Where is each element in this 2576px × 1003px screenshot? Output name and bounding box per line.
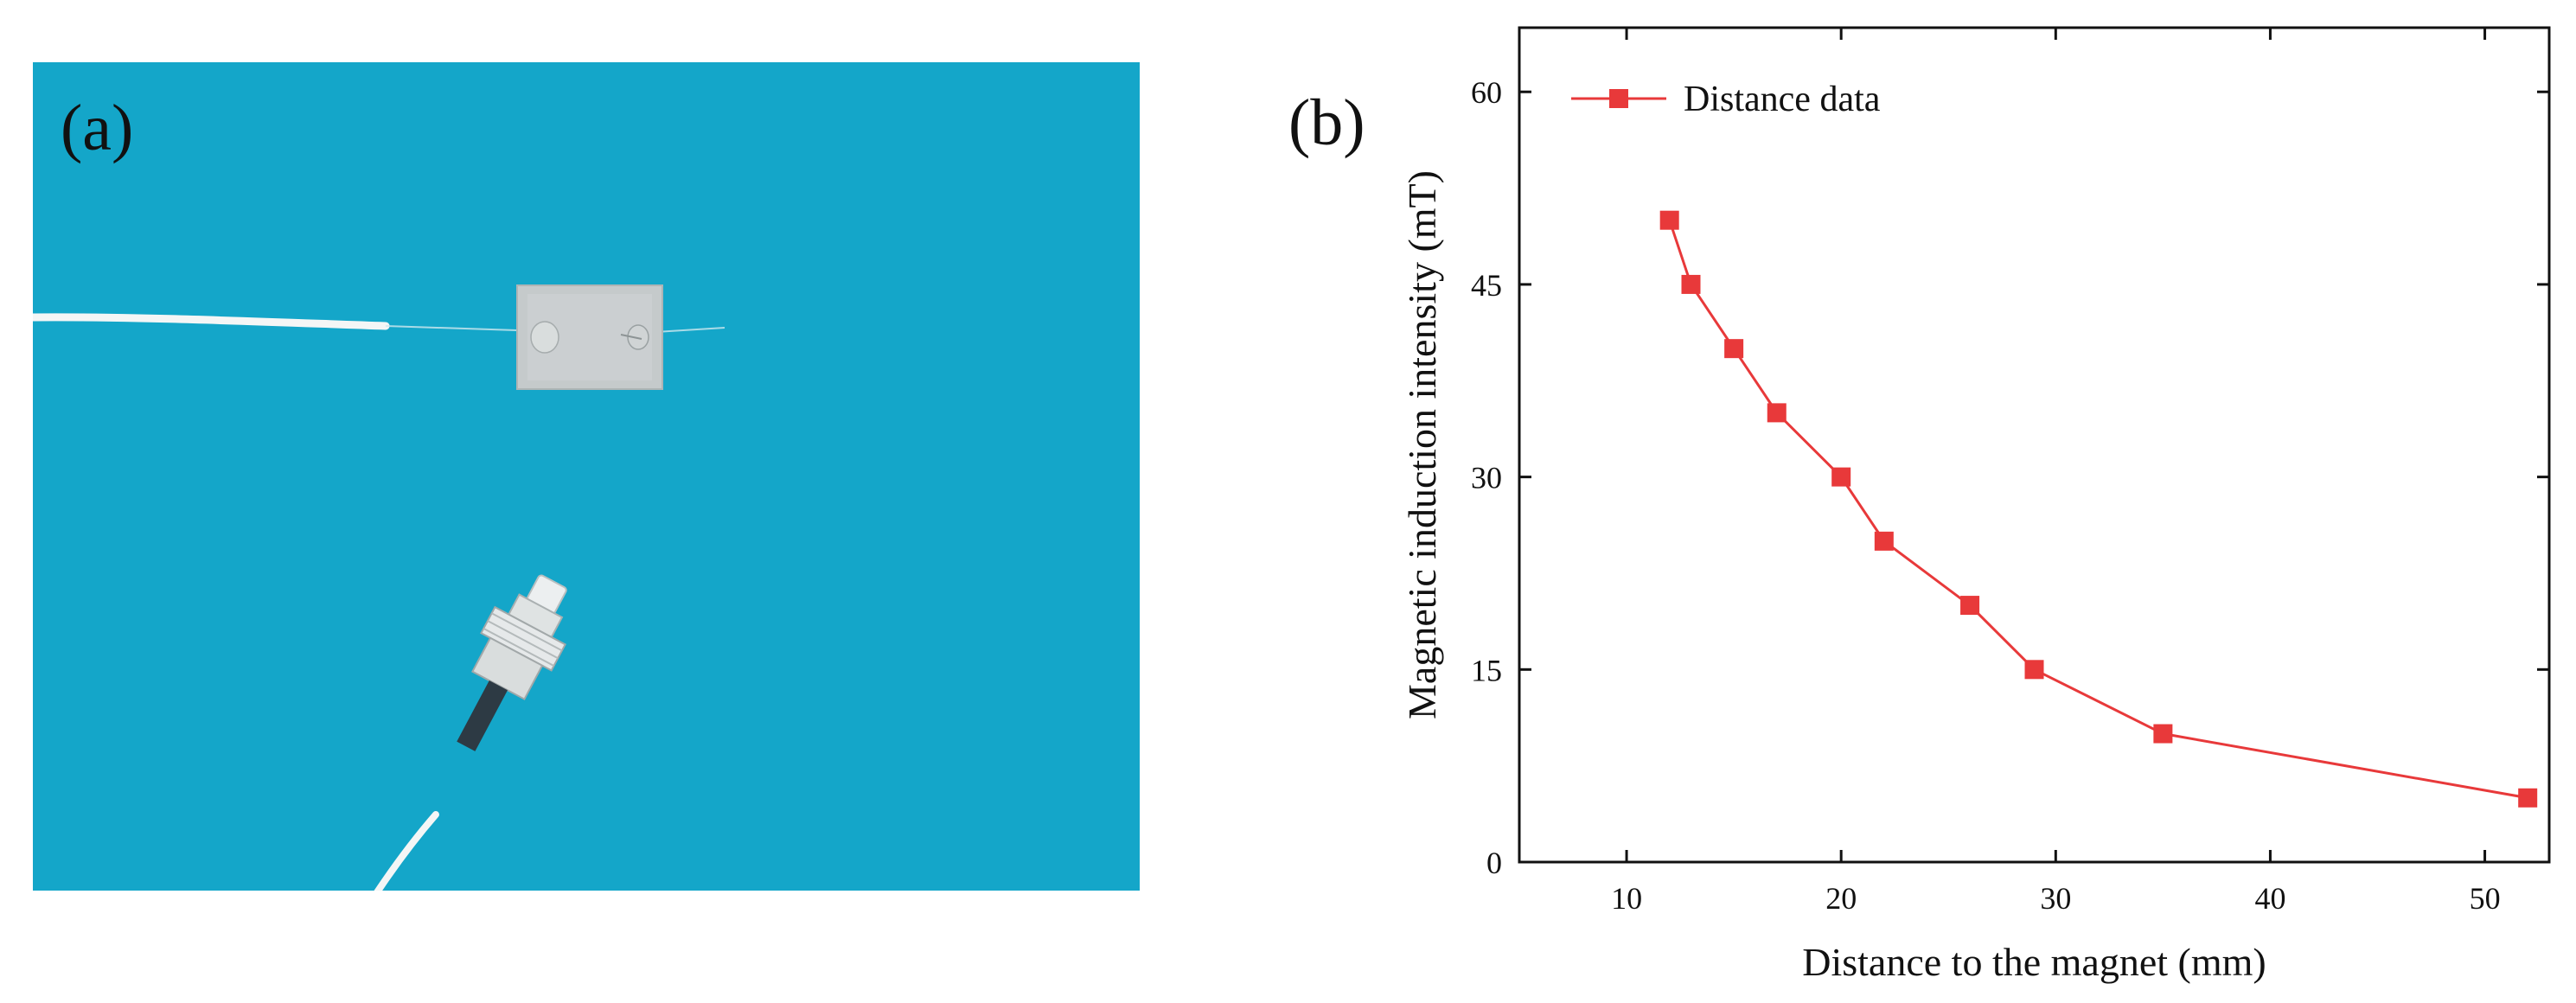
data-point bbox=[1831, 467, 1851, 487]
x-tick-label: 30 bbox=[2040, 881, 2071, 916]
legend-label: Distance data bbox=[1684, 80, 1881, 119]
plot-frame bbox=[1518, 26, 2551, 864]
x-tick-label: 10 bbox=[1611, 881, 1642, 916]
fiber-cable-top bbox=[33, 313, 390, 330]
legend-marker bbox=[1609, 89, 1628, 108]
data-point bbox=[1874, 531, 1894, 551]
y-tick-label: 60 bbox=[1471, 75, 1502, 110]
data-point bbox=[1659, 210, 1679, 230]
y-tick-label: 30 bbox=[1471, 461, 1502, 495]
x-tick-label: 40 bbox=[2254, 881, 2285, 916]
y-tick-label: 15 bbox=[1471, 653, 1502, 687]
data-point bbox=[2024, 660, 2044, 680]
data-point bbox=[1681, 274, 1701, 294]
y-tick-label: 45 bbox=[1471, 268, 1502, 303]
x-tick-label: 20 bbox=[1825, 881, 1857, 916]
y-tick-label: 0 bbox=[1486, 846, 1502, 880]
data-point bbox=[1724, 339, 1744, 359]
data-point bbox=[2518, 788, 2538, 808]
panel-a-label: (a) bbox=[61, 92, 134, 164]
chart-axes: 10 20 30 40 50 0 15 30 45 60 bbox=[1471, 26, 2551, 916]
chart-series bbox=[1659, 210, 2538, 808]
series-line bbox=[1668, 220, 2528, 800]
fc-connector bbox=[457, 574, 567, 751]
chart-legend: Distance data bbox=[1571, 80, 1881, 119]
data-point bbox=[1960, 596, 1980, 616]
x-axis-label: Distance to the magnet (mm) bbox=[1802, 940, 2266, 984]
fiber-cable-bottom bbox=[374, 811, 439, 891]
data-point bbox=[1767, 403, 1787, 423]
sensor-photo bbox=[33, 284, 725, 891]
data-point bbox=[2153, 724, 2173, 744]
photo-panel: (a) bbox=[33, 62, 1140, 891]
x-tick-label: 50 bbox=[2470, 881, 2501, 916]
y-axis-label: Magnetic induction intensity (mT) bbox=[1400, 170, 1444, 719]
sensor-plate bbox=[516, 284, 663, 390]
panel-b-label: (b) bbox=[1288, 86, 1365, 159]
